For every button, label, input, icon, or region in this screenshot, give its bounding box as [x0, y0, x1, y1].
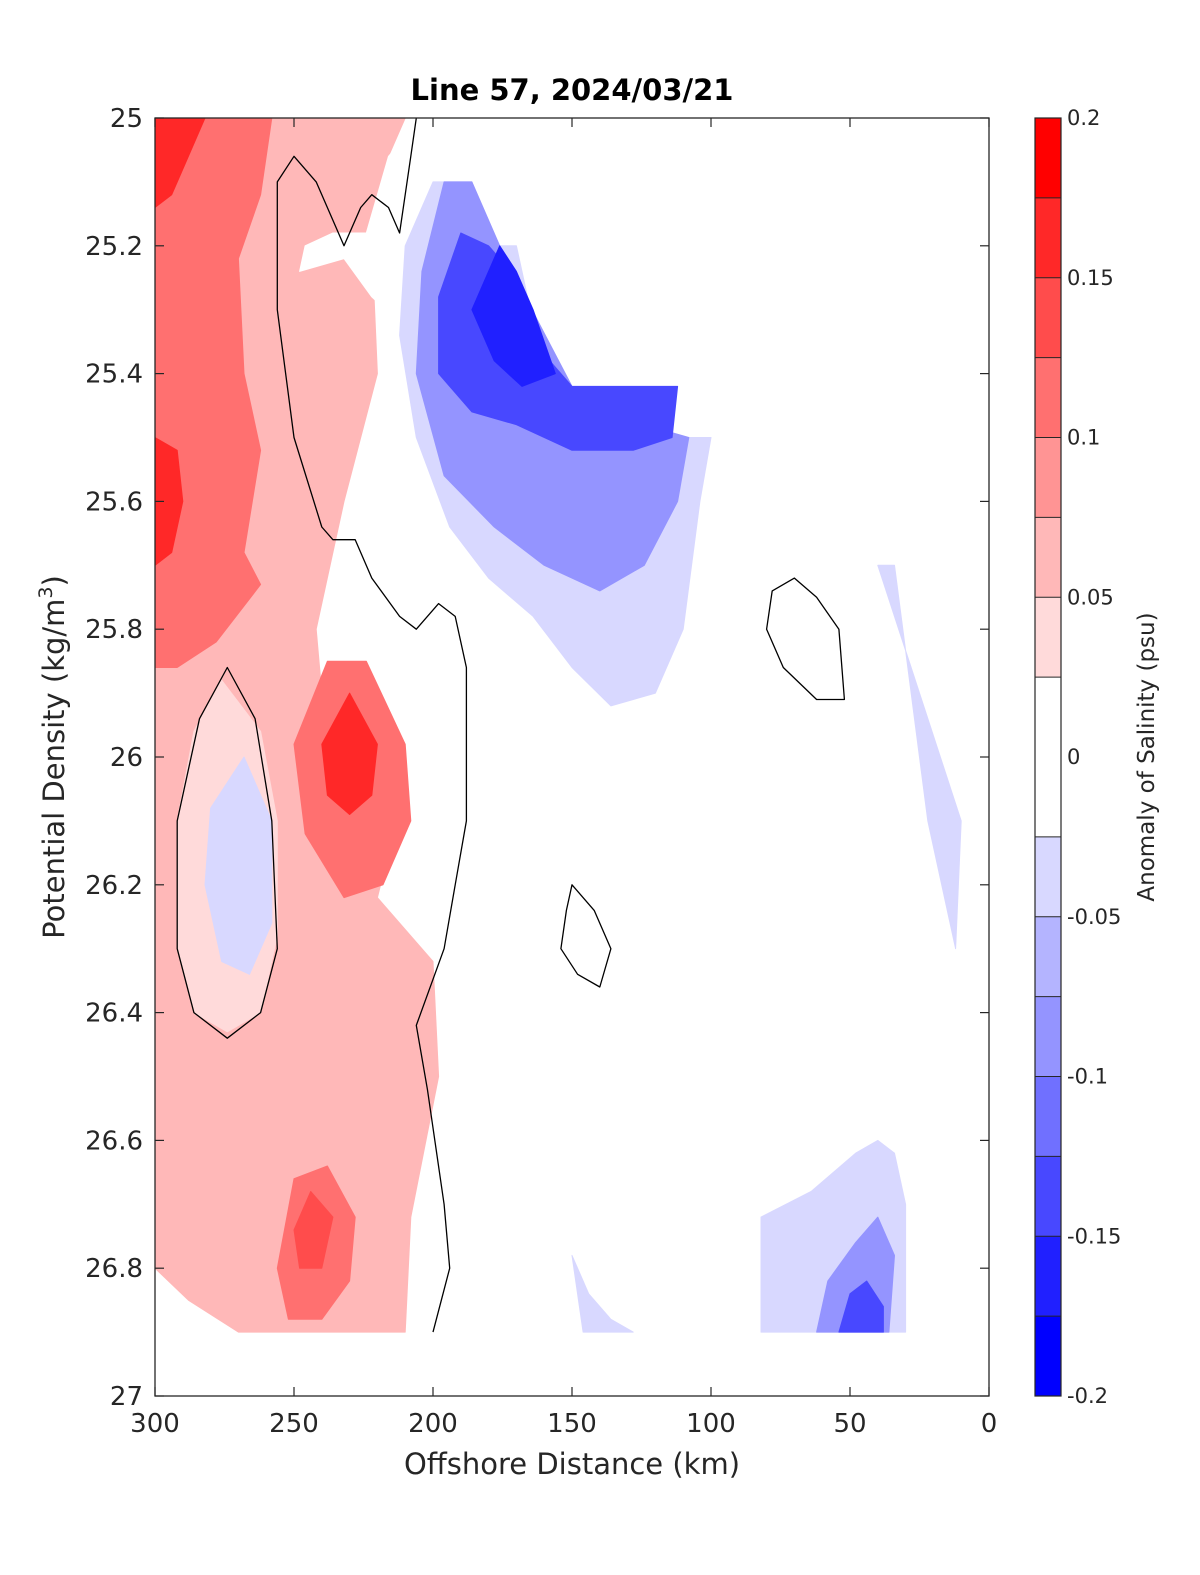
plot-area: [154, 117, 990, 1397]
zero-contour-line-3: [560, 884, 612, 988]
contour-region-2: [155, 118, 206, 208]
contour-region-21: [877, 564, 962, 950]
y-tick-label-25.2: 25.2: [85, 232, 143, 262]
zero-contour-lines: [176, 118, 846, 1333]
y-tick-label-26: 26: [110, 743, 143, 773]
y-tick-label-26.8: 26.8: [85, 1254, 143, 1284]
contour-region-5: [321, 692, 378, 815]
contour-region-7: [293, 1191, 334, 1269]
colorbar-band-4: [1035, 996, 1061, 1077]
colorbar-band-13: [1035, 197, 1061, 278]
contour-region-19: [838, 1280, 884, 1333]
y-axis-label-close: ): [37, 575, 71, 586]
y-tick-label-25.4: 25.4: [85, 360, 143, 390]
chart-title: Line 57, 2024/03/21: [411, 73, 734, 107]
colorbar-ticks: 0.2 0.15 0.1 0.05 0 -0.05 -0.1 -0.15 -0.2: [1035, 106, 1121, 1408]
colorbar-band-8: [1035, 597, 1061, 678]
x-tick-label-200: 200: [408, 1409, 458, 1439]
plot-frame: [154, 117, 990, 1397]
contour-region-3: [155, 437, 184, 566]
colorbar-tick-label-7: -0.15: [1067, 1224, 1121, 1248]
colorbar-band-3: [1035, 1076, 1061, 1157]
y-tick-label-26.4: 26.4: [85, 999, 143, 1029]
colorbar-frame: [1034, 117, 1062, 1397]
colorbar-tick-label-2: 0.1: [1067, 426, 1100, 450]
y-tick-label-26.2: 26.2: [85, 871, 143, 901]
x-tick-label-300: 300: [130, 1409, 180, 1439]
contour-region-16: [571, 1254, 634, 1333]
colorbar-band-12: [1035, 277, 1061, 358]
y-tick-label-27: 27: [110, 1382, 143, 1412]
y-axis-label: Potential Density (kg/m3): [35, 575, 71, 939]
x-tick-labels: 300 250 200 150 100 50 0: [130, 1409, 997, 1439]
x-tick-label-0: 0: [981, 1409, 998, 1439]
colorbar-tick-label-0: 0.2: [1067, 106, 1100, 130]
colorbar-band-14: [1035, 118, 1061, 198]
colorbar-label: Anomaly of Salinity (psu): [1134, 612, 1160, 901]
x-axis-label: Offshore Distance (km): [404, 1447, 740, 1481]
colorbar-tick-label-5: -0.05: [1067, 905, 1121, 929]
contour-region-9: [204, 756, 273, 975]
colorbar-bands: [1035, 118, 1061, 1396]
y-tick-label-25.8: 25.8: [85, 615, 143, 645]
x-tick-label-250: 250: [269, 1409, 319, 1439]
colorbar-band-2: [1035, 1156, 1061, 1237]
y-tick-label-26.6: 26.6: [85, 1126, 143, 1156]
colorbar-band-11: [1035, 357, 1061, 438]
contour-region-22: [593, 948, 684, 1154]
contour-region-14: [471, 245, 556, 387]
colorbar-band-0: [1035, 1316, 1061, 1396]
colorbar-band-6: [1035, 836, 1061, 917]
zero-contour-line-1: [176, 666, 278, 1039]
colorbar-tick-label-8: -0.2: [1067, 1384, 1108, 1408]
y-tick-label-25: 25: [110, 104, 143, 134]
filled-contour-regions: [155, 118, 962, 1333]
colorbar-band-10: [1035, 437, 1061, 518]
colorbar-tick-label-1: 0.15: [1067, 266, 1114, 290]
zero-contour-line-2: [765, 577, 846, 701]
x-tick-label-50: 50: [833, 1409, 866, 1439]
colorbar-tick-label-6: -0.1: [1067, 1065, 1108, 1089]
colorbar: 0.2 0.15 0.1 0.05 0 -0.05 -0.1 -0.15 -0.2: [1034, 106, 1121, 1408]
colorbar-band-9: [1035, 517, 1061, 598]
colorbar-band-1: [1035, 1236, 1061, 1317]
colorbar-band-7: [1035, 677, 1061, 837]
x-tick-label-100: 100: [686, 1409, 736, 1439]
contour-region-1: [155, 118, 273, 668]
y-tick-labels: 25 25.2 25.4 25.6 25.8 26 26.2 26.4 26.6 26.8 27: [85, 104, 143, 1412]
y-axis-label-main: Potential Density (kg/m: [37, 599, 71, 939]
x-tick-label-150: 150: [547, 1409, 597, 1439]
colorbar-tick-label-3: 0.05: [1067, 585, 1114, 609]
y-axis-label-superscript: 3: [35, 586, 57, 598]
colorbar-tick-label-4: 0: [1067, 745, 1080, 769]
y-tick-label-25.6: 25.6: [85, 487, 143, 517]
zero-contour-line-0: [276, 118, 468, 1333]
colorbar-band-5: [1035, 916, 1061, 997]
